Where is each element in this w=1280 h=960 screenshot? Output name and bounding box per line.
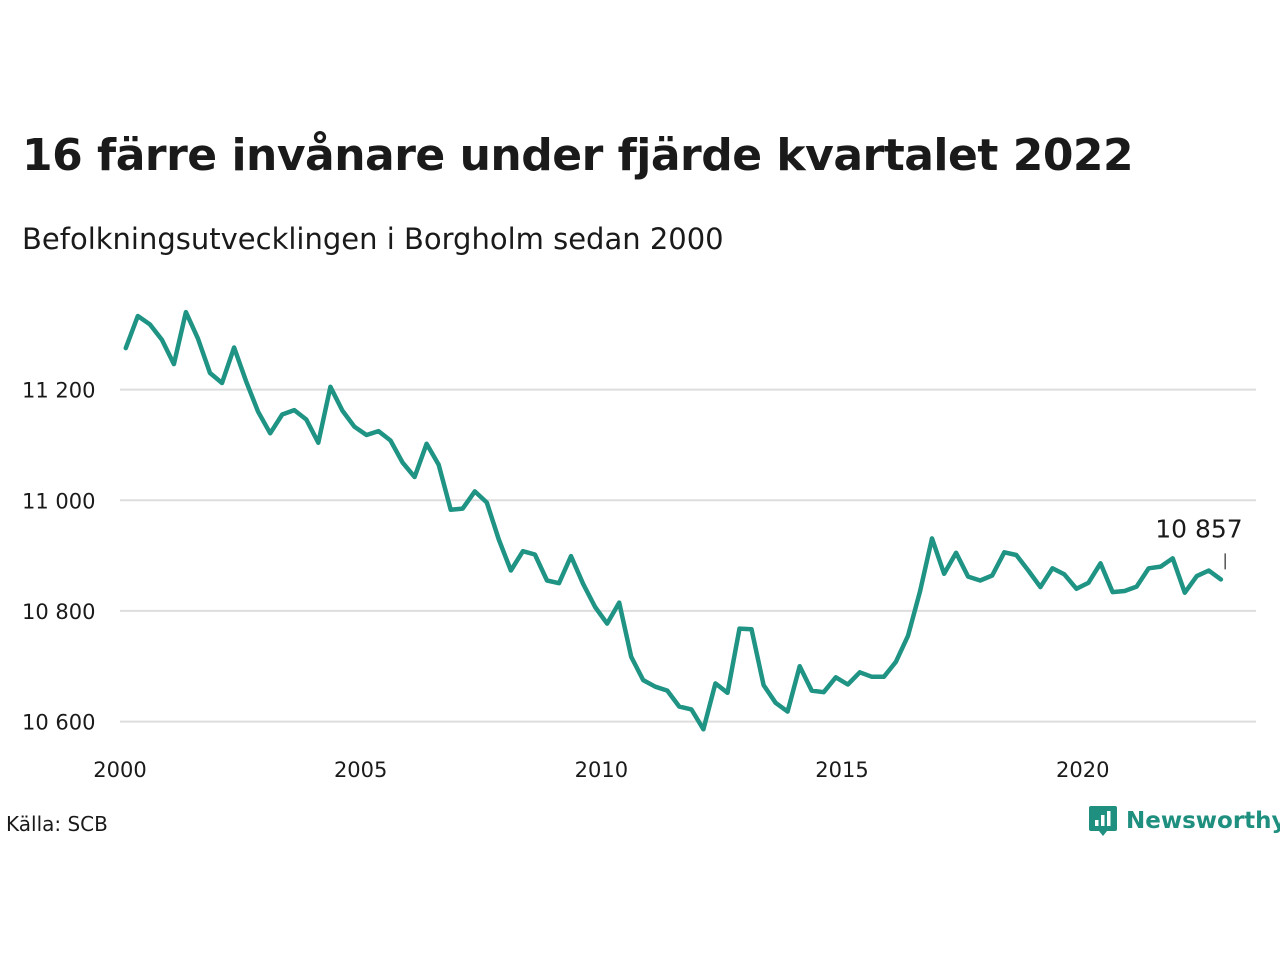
y-tick-label: 11 000 xyxy=(22,489,95,513)
line-chart: 10 600 10 800 11 000 11 200 2000 2005 2010 2015… xyxy=(22,309,1256,782)
x-tick-label: 2020 xyxy=(1056,758,1109,782)
x-tick-label: 2015 xyxy=(815,758,868,782)
x-tick-label: 2005 xyxy=(334,758,387,782)
brand-name: Newsworthy xyxy=(1126,808,1280,834)
y-tick-label: 10 600 xyxy=(22,711,95,735)
chart-title: 16 färre invånare under fjärde kvartalet… xyxy=(22,130,1134,181)
x-tick-label: 2000 xyxy=(93,758,146,782)
chart-subtitle: Befolkningsutvecklingen i Borgholm sedan… xyxy=(22,222,724,256)
last-value-label: 10 857 xyxy=(1155,514,1242,543)
population-line xyxy=(123,309,1224,732)
source-note: Källa: SCB xyxy=(6,812,108,836)
brand-logo: Newsworthy xyxy=(1088,804,1280,838)
y-tick-label: 10 800 xyxy=(22,600,95,624)
y-tick-label: 11 200 xyxy=(22,379,95,403)
x-tick-label: 2010 xyxy=(575,758,628,782)
newsworthy-logo-icon xyxy=(1089,806,1117,836)
